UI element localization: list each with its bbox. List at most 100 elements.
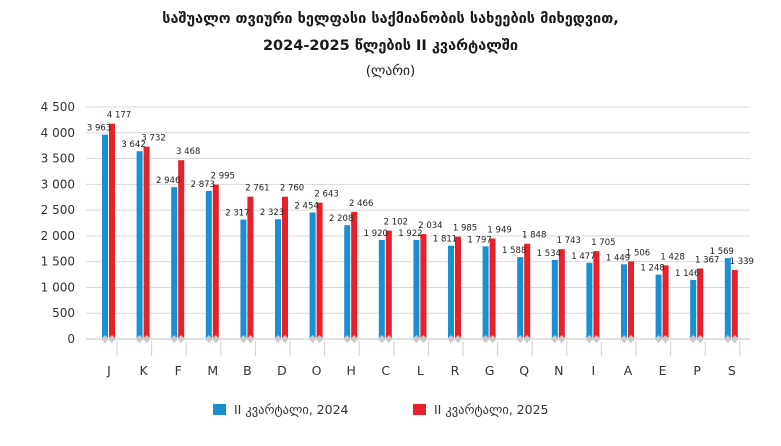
bar-2025 xyxy=(524,243,531,339)
chart-title-unit: (ლარი) xyxy=(365,63,416,79)
data-label-2024: 1 449 xyxy=(606,253,630,263)
x-category-label: M xyxy=(207,363,218,378)
bar-2024 xyxy=(344,225,351,339)
bar-base-marker xyxy=(170,335,179,343)
data-label-2024: 2 454 xyxy=(294,201,318,211)
data-label-2024: 1 920 xyxy=(364,229,388,239)
data-label-2025: 1 506 xyxy=(626,248,650,258)
bar-2025 xyxy=(385,230,392,339)
bar-2024 xyxy=(205,190,212,339)
bar-base-marker xyxy=(592,335,601,343)
bar-2024 xyxy=(102,134,108,339)
data-label-2024: 3 642 xyxy=(121,140,145,150)
x-category-label: O xyxy=(312,363,322,378)
bar-2024 xyxy=(551,259,558,339)
data-label-2025: 1 428 xyxy=(660,252,684,262)
data-label-2025: 1 367 xyxy=(695,256,719,266)
bar-base-marker xyxy=(377,335,386,343)
bar-2025 xyxy=(420,234,427,339)
x-category-label: J xyxy=(106,363,111,378)
bar-base-marker xyxy=(350,335,359,343)
legend-label-2025: II კვარტალი, 2025 xyxy=(434,402,549,417)
x-category-label: I xyxy=(592,363,596,378)
bar-base-marker xyxy=(315,335,324,343)
data-label-2025: 3 468 xyxy=(176,147,200,157)
bar-2025 xyxy=(628,261,634,339)
data-label-2025: 2 760 xyxy=(280,184,304,194)
data-label-2025: 4 177 xyxy=(107,111,131,121)
bar-2025 xyxy=(282,196,288,339)
bar-base-marker xyxy=(177,335,186,343)
bar-2024 xyxy=(690,279,697,339)
bar-base-marker xyxy=(412,335,421,343)
x-category-label: K xyxy=(139,363,148,378)
y-tick-label: 2 500 xyxy=(41,203,75,217)
data-label-2025: 2 761 xyxy=(245,184,269,194)
bar-2024 xyxy=(621,264,627,339)
data-label-2025: 1 949 xyxy=(487,226,511,236)
data-label-2025: 1 985 xyxy=(453,224,477,234)
bar-base-marker xyxy=(550,335,559,343)
bar-base-marker xyxy=(557,335,566,343)
chart-title-line-1: საშუალო თვიური ხელფასი საქმიანობის სახეე… xyxy=(162,11,619,27)
y-tick-label: 3 000 xyxy=(41,177,75,191)
data-label-2024: 1 248 xyxy=(640,264,664,274)
x-category-label: B xyxy=(243,363,252,378)
x-category-label: L xyxy=(417,363,424,378)
legend-item-2025: II კვარტალი, 2025 xyxy=(413,402,549,417)
x-category-label: F xyxy=(175,363,182,378)
bar-base-marker xyxy=(343,335,352,343)
bar-2024 xyxy=(448,245,454,339)
bar-base-marker xyxy=(274,335,282,343)
bar-2024 xyxy=(378,240,385,339)
bar-2024 xyxy=(309,212,316,339)
data-label-2024: 2 873 xyxy=(191,180,215,190)
bar-2024 xyxy=(275,219,281,339)
data-label-2024: 3 963 xyxy=(87,124,111,134)
data-label-2024: 1 811 xyxy=(433,235,457,245)
data-label-2024: 1 534 xyxy=(537,249,561,259)
y-tick-label: 4 000 xyxy=(41,126,75,140)
legend-item-2024: II კვარტალი, 2024 xyxy=(213,402,349,417)
x-category-label: G xyxy=(485,363,495,378)
bar-2025 xyxy=(178,160,185,339)
bar-2025 xyxy=(247,196,254,339)
y-tick-label: 2 000 xyxy=(41,229,75,243)
bar-2024 xyxy=(171,187,178,339)
data-label-2024: 1 922 xyxy=(398,229,422,239)
bar-2024 xyxy=(136,151,143,339)
bar-2025 xyxy=(558,249,565,339)
x-category-label: Q xyxy=(519,363,529,378)
data-label-2025: 2 995 xyxy=(211,172,235,182)
x-category-label: E xyxy=(659,363,667,378)
data-label-2024: 1 588 xyxy=(502,246,526,256)
x-category-label: D xyxy=(277,363,287,378)
bar-base-marker xyxy=(204,335,213,343)
bar-2025 xyxy=(351,211,358,339)
x-category-label: H xyxy=(346,363,355,378)
x-category-label: C xyxy=(381,363,390,378)
bar-base-marker xyxy=(488,335,497,343)
bar-base-marker xyxy=(447,335,455,343)
bar-2025 xyxy=(731,269,738,339)
bar-base-marker xyxy=(308,335,317,343)
data-label-2024: 1 477 xyxy=(571,252,595,262)
data-label-2024: 2 208 xyxy=(329,214,353,224)
bar-base-marker xyxy=(142,335,151,343)
y-tick-label: 1 500 xyxy=(41,255,75,269)
y-tick-label: 500 xyxy=(52,306,75,320)
x-category-label: N xyxy=(554,363,563,378)
bar-base-marker xyxy=(516,335,525,343)
bar-base-marker xyxy=(108,335,116,343)
data-label-2024: 1 146 xyxy=(675,269,699,279)
bar-base-marker xyxy=(689,335,698,343)
data-label-2025: 2 466 xyxy=(349,199,373,209)
bar-base-marker xyxy=(384,335,393,343)
bar-2024 xyxy=(655,274,662,339)
bar-base-marker xyxy=(723,335,732,343)
data-label-2025: 2 102 xyxy=(384,218,408,228)
y-tick-label: 3 500 xyxy=(41,152,75,166)
bar-base-marker xyxy=(730,335,739,343)
x-category-label: S xyxy=(728,363,736,378)
